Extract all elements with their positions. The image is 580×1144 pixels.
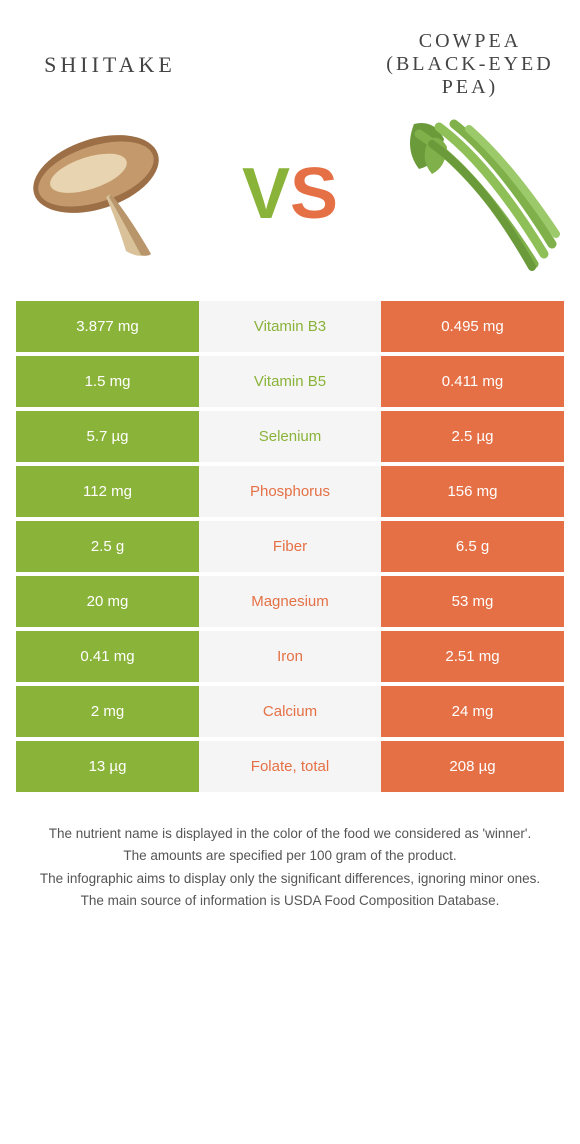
footer-notes: The nutrient name is displayed in the co… [0, 794, 580, 911]
left-value-cell: 0.41 mg [16, 629, 199, 684]
right-food-title: COWPEA (BLACK-EYED PEA) [380, 30, 560, 99]
footer-line: The nutrient name is displayed in the co… [24, 824, 556, 844]
nutrient-row: 2.5 gFiber6.5 g [16, 519, 564, 574]
footer-line: The main source of information is USDA F… [24, 891, 556, 911]
nutrient-name-cell: Fiber [199, 519, 381, 574]
footer-line: The amounts are specified per 100 gram o… [24, 846, 556, 866]
vs-v-letter: V [242, 153, 290, 235]
right-value-cell: 0.411 mg [381, 354, 564, 409]
nutrient-name-cell: Vitamin B3 [199, 299, 381, 354]
right-value-cell: 24 mg [381, 684, 564, 739]
left-food-image [16, 109, 196, 279]
right-value-cell: 2.51 mg [381, 629, 564, 684]
nutrient-row: 20 mgMagnesium53 mg [16, 574, 564, 629]
left-value-cell: 1.5 mg [16, 354, 199, 409]
nutrient-row: 5.7 µgSelenium2.5 µg [16, 409, 564, 464]
nutrient-name-cell: Folate, total [199, 739, 381, 794]
right-value-cell: 156 mg [381, 464, 564, 519]
nutrient-name-cell: Magnesium [199, 574, 381, 629]
vs-label: VS [242, 153, 338, 235]
right-value-cell: 208 µg [381, 739, 564, 794]
right-value-cell: 0.495 mg [381, 299, 564, 354]
right-value-cell: 2.5 µg [381, 409, 564, 464]
left-value-cell: 20 mg [16, 574, 199, 629]
left-value-cell: 112 mg [16, 464, 199, 519]
shiitake-icon [21, 119, 191, 269]
left-value-cell: 13 µg [16, 739, 199, 794]
left-value-cell: 5.7 µg [16, 409, 199, 464]
nutrient-row: 112 mgPhosphorus156 mg [16, 464, 564, 519]
nutrient-name-cell: Selenium [199, 409, 381, 464]
nutrient-name-cell: Vitamin B5 [199, 354, 381, 409]
vs-s-letter: S [290, 153, 338, 235]
images-row: VS [0, 109, 580, 299]
nutrient-name-cell: Calcium [199, 684, 381, 739]
left-value-cell: 2 mg [16, 684, 199, 739]
left-value-cell: 3.877 mg [16, 299, 199, 354]
right-value-cell: 6.5 g [381, 519, 564, 574]
nutrient-row: 3.877 mgVitamin B30.495 mg [16, 299, 564, 354]
right-value-cell: 53 mg [381, 574, 564, 629]
nutrient-row: 1.5 mgVitamin B50.411 mg [16, 354, 564, 409]
left-value-cell: 2.5 g [16, 519, 199, 574]
nutrient-table: 3.877 mgVitamin B30.495 mg1.5 mgVitamin … [16, 299, 564, 794]
cowpea-icon [384, 109, 564, 279]
footer-line: The infographic aims to display only the… [24, 869, 556, 889]
nutrient-name-cell: Iron [199, 629, 381, 684]
left-food-title: SHIITAKE [20, 52, 200, 78]
nutrient-name-cell: Phosphorus [199, 464, 381, 519]
header-titles: SHIITAKE COWPEA (BLACK-EYED PEA) [0, 0, 580, 109]
right-food-image [384, 109, 564, 279]
nutrient-row: 13 µgFolate, total208 µg [16, 739, 564, 794]
nutrient-row: 0.41 mgIron2.51 mg [16, 629, 564, 684]
nutrient-row: 2 mgCalcium24 mg [16, 684, 564, 739]
